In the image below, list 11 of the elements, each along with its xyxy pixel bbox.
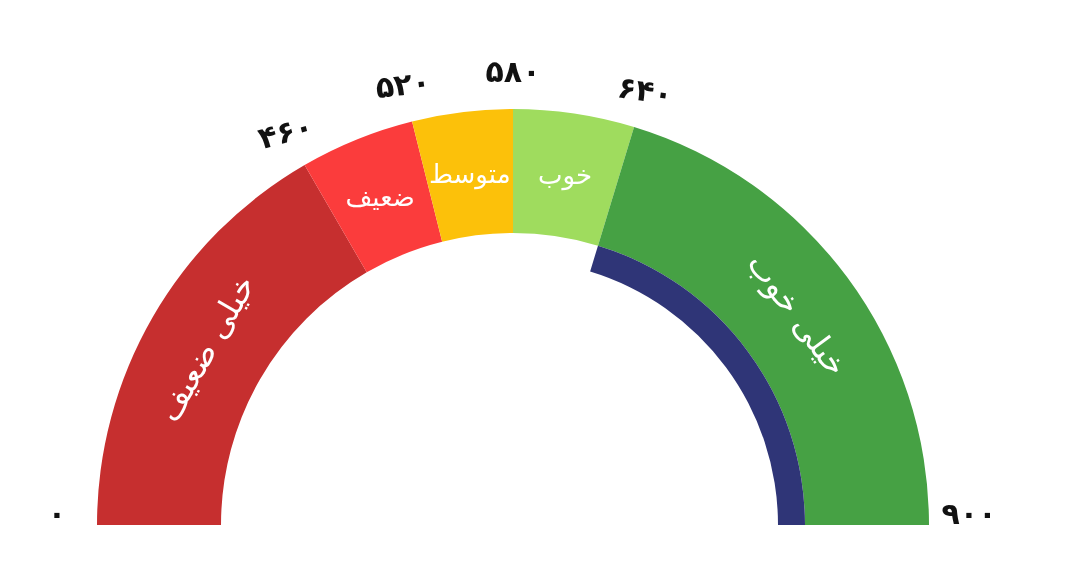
text: ۵۲۰ — [373, 63, 433, 106]
slice-label: خیلی خوب — [739, 245, 856, 384]
text: ۴۶۰ — [254, 108, 317, 157]
text: ۰ — [47, 495, 67, 531]
slice-label: خوب — [538, 159, 593, 191]
text: ۹۰۰ — [941, 495, 997, 531]
text: ۵۸۰ — [485, 53, 541, 89]
slice-label: متوسط — [428, 158, 511, 190]
slice-label: ضعیف — [345, 181, 415, 212]
text: ۶۴۰ — [615, 69, 675, 112]
slice-label: خیلی ضعیف — [149, 268, 264, 428]
